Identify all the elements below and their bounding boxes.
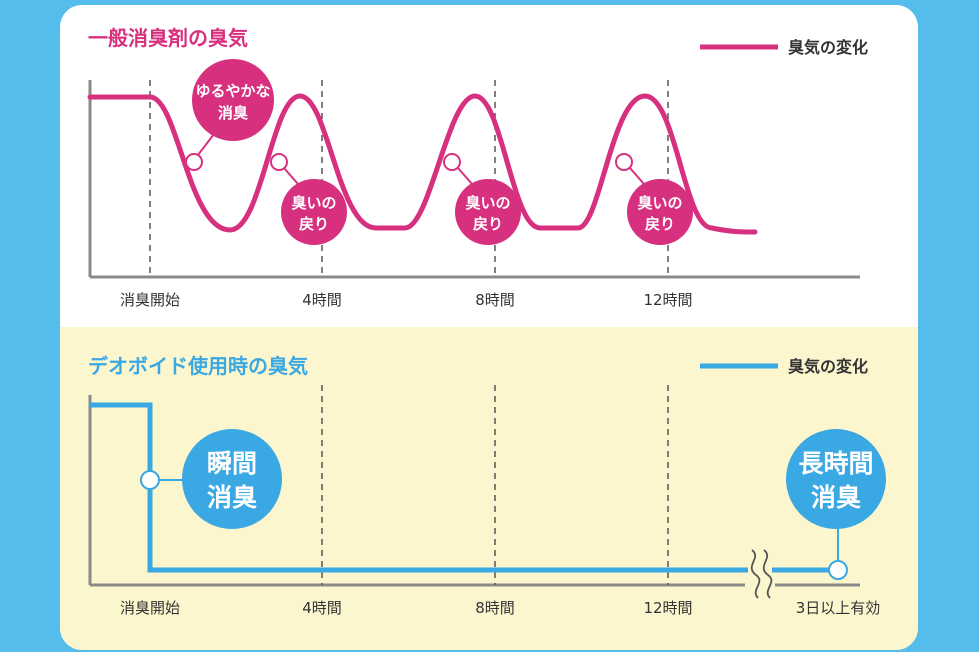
bubble-return-2-line1: 臭いの [465, 194, 510, 212]
bottom-tick-3days: 3日以上有効 [796, 599, 881, 617]
top-tick-12h: 12時間 [643, 291, 692, 309]
bubble-odor-return-1: 臭いの 戻り [281, 179, 347, 245]
top-odor-curve [87, 93, 758, 235]
top-tick-4h: 4時間 [302, 291, 342, 309]
bubble-instant-deodorize: 瞬間 消臭 [182, 429, 282, 529]
bubble-long-line2: 消臭 [811, 483, 861, 512]
top-tick-start: 消臭開始 [120, 291, 180, 309]
bubble-long-line1: 長時間 [798, 449, 873, 478]
bottom-tick-8h: 8時間 [475, 599, 515, 617]
top-connector-return-2 [457, 167, 473, 185]
bubble-return-2-line2: 戻り [472, 215, 503, 233]
bottom-title: デオボイド使用時の臭気 [88, 354, 308, 378]
bottom-tick-start: 消臭開始 [120, 599, 180, 617]
bottom-tick-12h: 12時間 [643, 599, 692, 617]
bottom-tick-4h: 4時間 [302, 599, 342, 617]
bottom-marker-instant [140, 470, 160, 490]
bubble-odor-return-2: 臭いの 戻り [455, 179, 521, 245]
bottom-legend-label: 臭気の変化 [788, 357, 868, 376]
axis-break-icon [750, 549, 773, 599]
top-connector-gradual [197, 133, 215, 156]
top-marker-return-1 [270, 153, 288, 171]
bubble-instant-line1: 瞬間 [207, 449, 257, 478]
top-connector-return-3 [629, 167, 645, 185]
top-title: 一般消臭剤の臭気 [88, 26, 248, 50]
top-connector-return-1 [283, 167, 299, 185]
bubble-long-deodorize: 長時間 消臭 [786, 429, 886, 529]
bubble-gradual-line1: ゆるやかな [195, 82, 270, 100]
bubble-return-3-line1: 臭いの [637, 194, 682, 212]
top-tick-8h: 8時間 [475, 291, 515, 309]
bubble-instant-line2: 消臭 [207, 483, 257, 512]
bubble-return-1-line2: 戻り [298, 215, 329, 233]
bottom-marker-long [828, 560, 848, 580]
bubble-odor-return-3: 臭いの 戻り [627, 179, 693, 245]
bubble-return-3-line2: 戻り [644, 215, 675, 233]
bubble-gradual-deodorize: ゆるやかな 消臭 [192, 59, 274, 141]
top-marker-return-2 [443, 153, 461, 171]
bubble-return-1-line1: 臭いの [291, 194, 336, 212]
top-marker-return-3 [615, 153, 633, 171]
top-legend-label: 臭気の変化 [788, 38, 868, 57]
top-marker-gradual [185, 153, 203, 171]
bubble-gradual-line2: 消臭 [218, 104, 248, 122]
